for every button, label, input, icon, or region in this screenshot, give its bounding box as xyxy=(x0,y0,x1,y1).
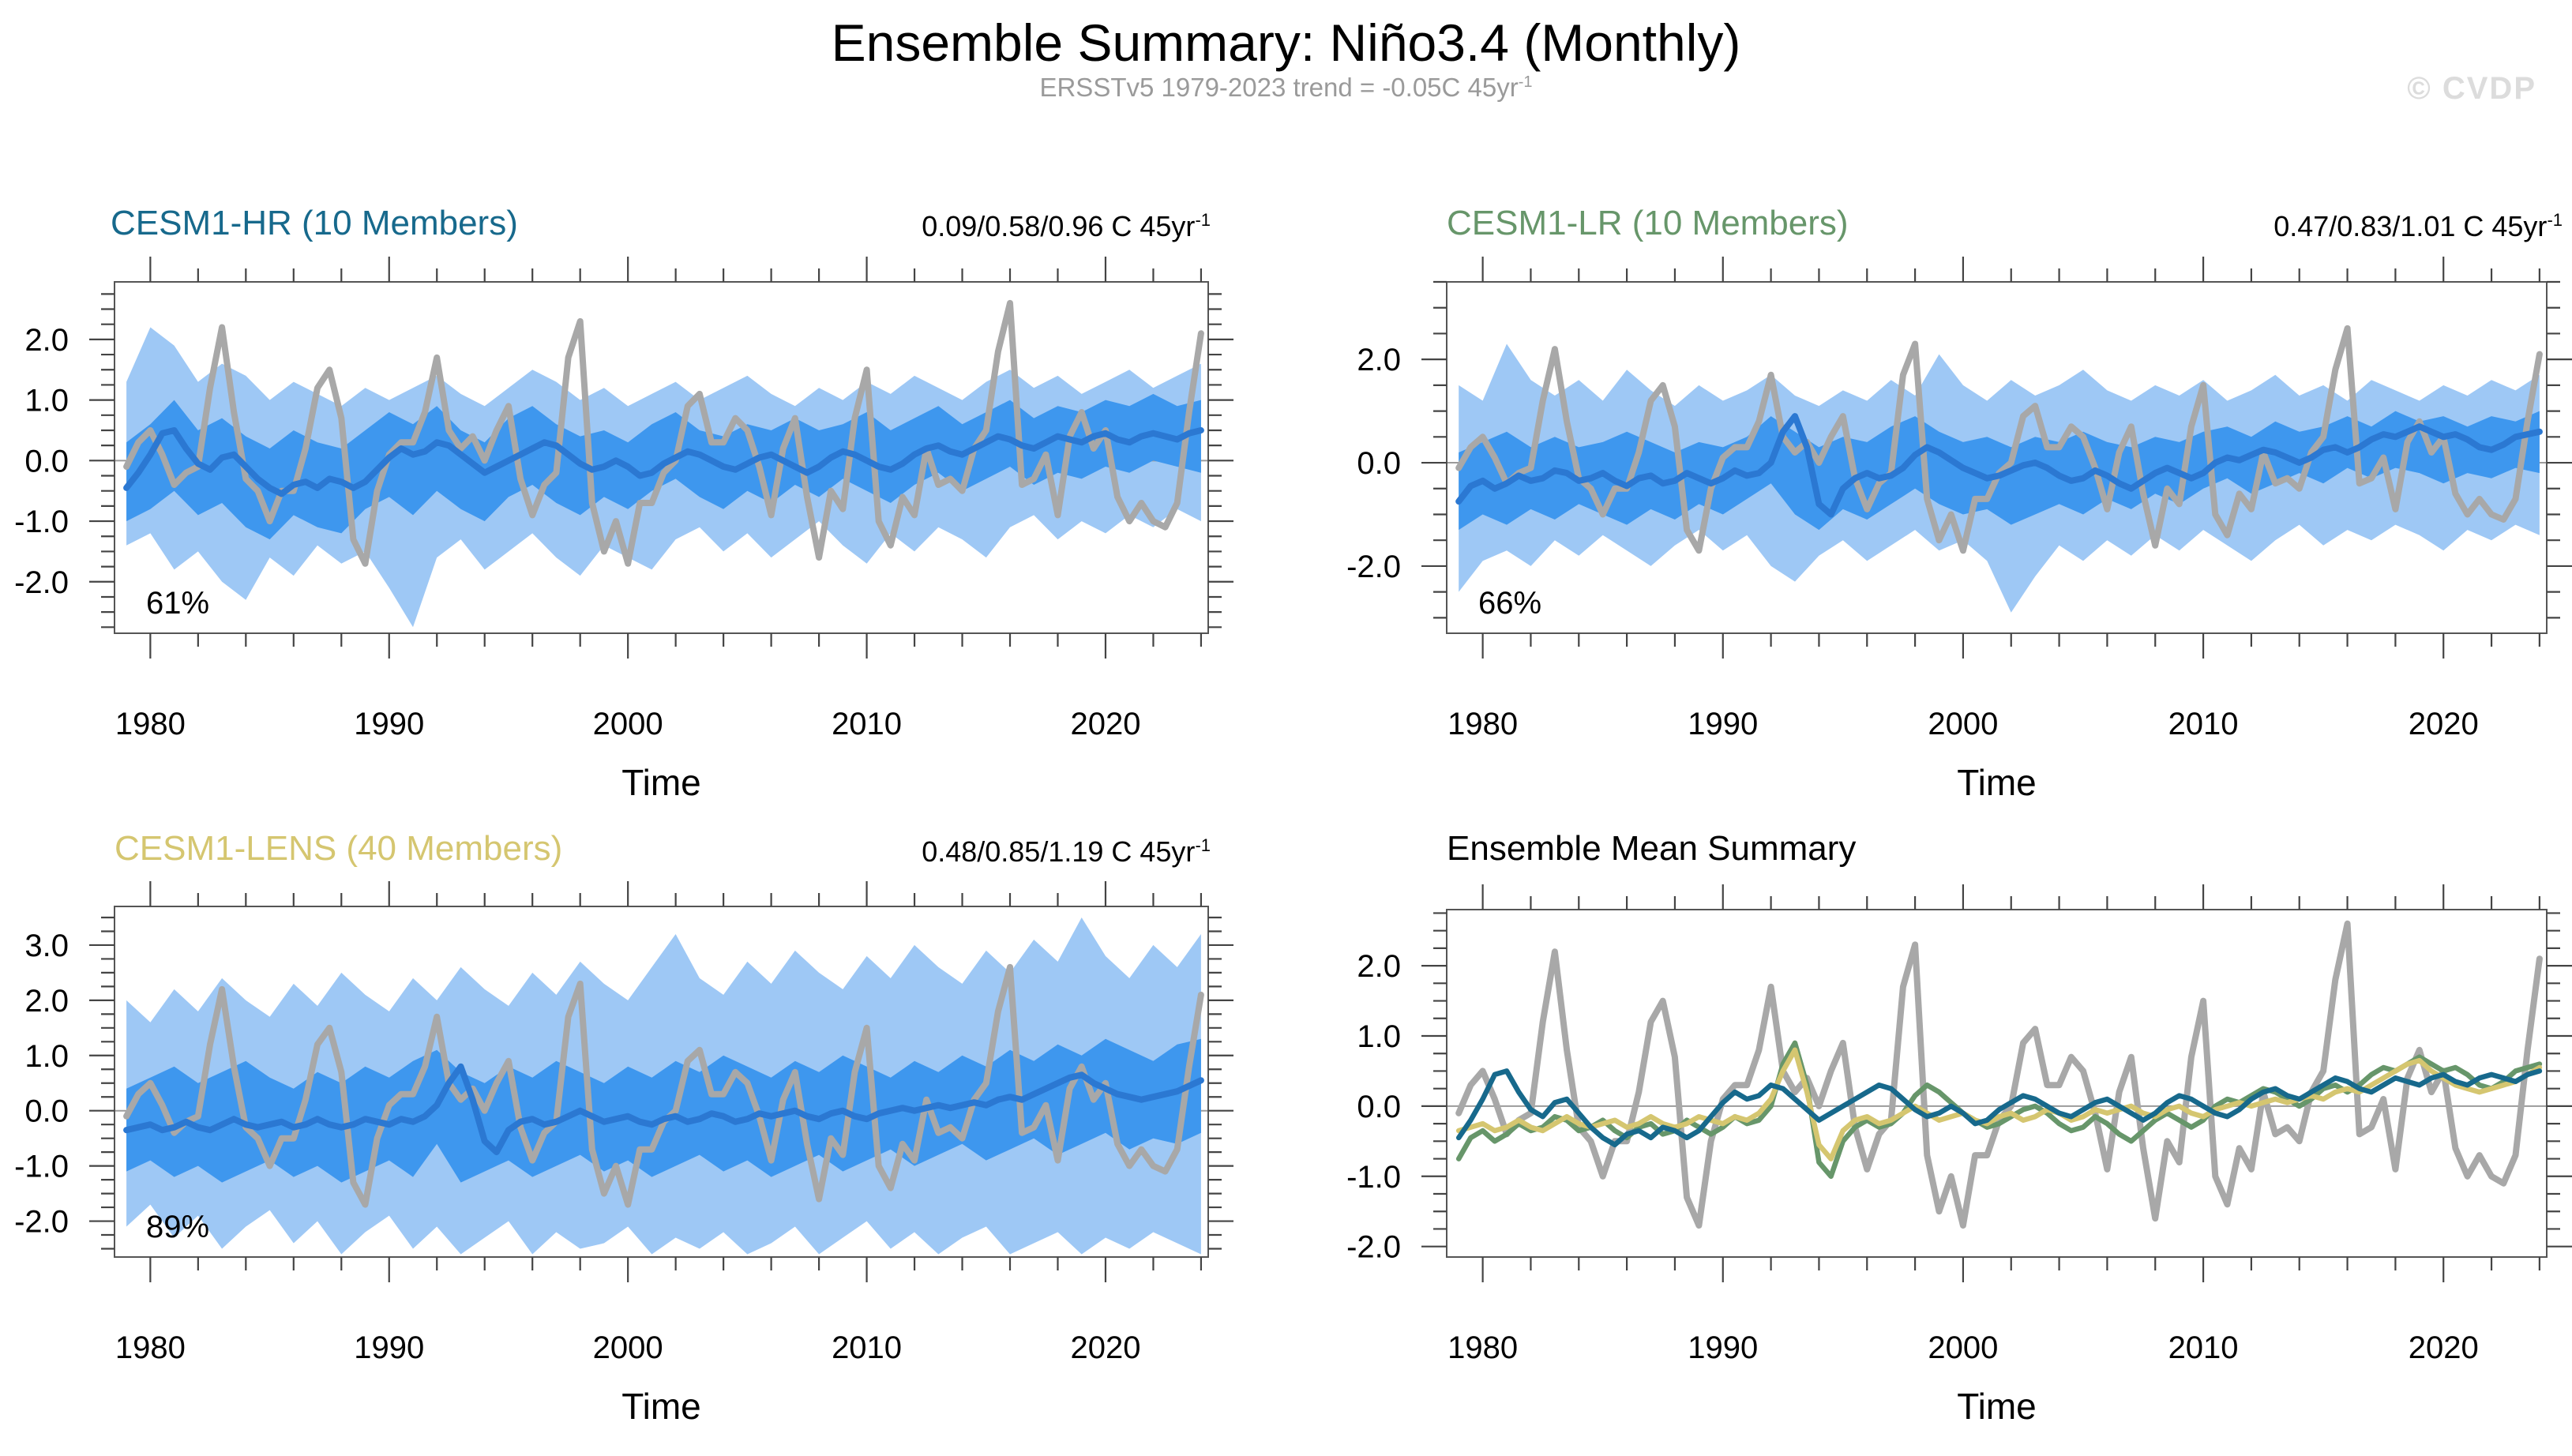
x-tick-label: 2010 xyxy=(832,707,902,741)
chart-cesm1-hr: -2.0 -1.0 0.0 1.0 2.0 1980 1990 2000 2010 2020 Tim… xyxy=(14,257,1233,803)
trend-label-cesm1-hr: 0.09/0.58/0.96 C 45yr-1 xyxy=(922,210,1211,243)
subtitle-text: ERSSTv5 1979-2023 trend = -0.05C 45yr xyxy=(1039,73,1519,102)
panel-title-ensemble-mean-summary: Ensemble Mean Summary xyxy=(1447,829,1857,868)
x-tick-label: 1980 xyxy=(115,1330,186,1365)
agreement-percent-label: 89% xyxy=(146,1210,209,1244)
y-tick-label: 0.0 xyxy=(1357,1090,1401,1124)
y-tick-label: 2.0 xyxy=(1357,949,1401,984)
y-tick-label: 2.0 xyxy=(24,323,69,358)
x-tick-label: 1990 xyxy=(354,1330,424,1365)
y-tick-label: 0.0 xyxy=(1357,446,1401,481)
y-tick-label: -1.0 xyxy=(14,1150,69,1184)
plot-frame xyxy=(114,906,1209,1258)
trend-label-cesm1-lens: 0.48/0.85/1.19 C 45yr-1 xyxy=(922,835,1211,869)
x-axis-title: Time xyxy=(1957,1386,2037,1427)
x-tick-label: 1980 xyxy=(1447,1330,1518,1365)
hr-ensemble-mean-line xyxy=(1455,1068,2543,1148)
subtitle-superscript: -1 xyxy=(1518,73,1533,91)
chart-ensemble-mean-summary: -2.0 -1.0 0.0 1.0 2.0 1980 1990 2000 2010 2020 Tim… xyxy=(1346,884,2572,1427)
x-tick-label: 2010 xyxy=(2168,1330,2239,1365)
trend-superscript: -1 xyxy=(1195,835,1211,855)
y-tick-label: 0.0 xyxy=(24,444,69,478)
panel-title-cesm1-hr: CESM1-HR (10 Members) xyxy=(111,204,518,242)
x-tick-label: 1990 xyxy=(1688,707,1758,741)
plot-frame xyxy=(114,281,1209,634)
x-tick-label: 2010 xyxy=(2168,707,2239,741)
x-tick-label: 1980 xyxy=(115,707,186,741)
trend-label-cesm1-lr: 0.47/0.83/1.01 C 45yr-1 xyxy=(2273,210,2563,243)
x-tick-label: 2020 xyxy=(1070,707,1140,741)
y-tick-label: 3.0 xyxy=(24,929,69,963)
y-tick-label: 2.0 xyxy=(24,984,69,1019)
hr-ensemble-mean-line xyxy=(123,427,1204,497)
x-tick-label: 2020 xyxy=(2409,1330,2479,1365)
plot-frame xyxy=(1446,281,2548,634)
trend-superscript: -1 xyxy=(1195,210,1211,230)
y-tick-label: 0.0 xyxy=(24,1094,69,1129)
y-tick-label: -1.0 xyxy=(1346,1160,1401,1195)
page-subtitle: ERSSTv5 1979-2023 trend = -0.05C 45yr-1 xyxy=(0,73,2572,103)
observation-line xyxy=(1455,920,2543,1229)
y-tick-label: -2.0 xyxy=(1346,550,1401,584)
y-tick-label: -2.0 xyxy=(14,565,69,600)
lens-ensemble-mean-line xyxy=(123,1063,1204,1156)
lr-ensemble-mean-line xyxy=(1455,1040,2543,1180)
y-tick-label: -1.0 xyxy=(14,505,69,539)
ensemble-interquartile-band xyxy=(126,1038,1201,1183)
y-tick-label: 1.0 xyxy=(24,384,69,418)
x-tick-label: 2020 xyxy=(2409,707,2479,741)
y-tick-label: 2.0 xyxy=(1357,343,1401,377)
cvdp-watermark: © CVDP xyxy=(2407,71,2536,106)
x-axis-title: Time xyxy=(621,1386,701,1427)
trend-text: 0.09/0.58/0.96 C 45yr xyxy=(922,210,1196,242)
axis-ticks xyxy=(1421,257,2572,659)
panel-title-cesm1-lr: CESM1-LR (10 Members) xyxy=(1447,204,1849,242)
x-tick-label: 1990 xyxy=(1688,1330,1758,1365)
chart-cesm1-lens: -2.0 -1.0 0.0 1.0 2.0 3.0 1980 1990 2000 2010 2020… xyxy=(14,881,1233,1427)
x-axis-title: Time xyxy=(1957,762,2037,803)
y-tick-label: -2.0 xyxy=(14,1205,69,1240)
axis-ticks xyxy=(89,257,1233,659)
y-tick-label: 1.0 xyxy=(24,1039,69,1074)
plot-frame xyxy=(1446,909,2548,1258)
y-tick-label: -2.0 xyxy=(1346,1230,1401,1265)
x-tick-label: 2000 xyxy=(593,1330,663,1365)
x-axis-title: Time xyxy=(621,762,701,803)
page-title: Ensemble Summary: Niño3.4 (Monthly) xyxy=(831,13,1741,72)
axis-ticks xyxy=(89,881,1233,1282)
lr-ensemble-mean-line xyxy=(1455,413,2543,518)
chart-cesm1-lr: -2.0 0.0 2.0 1980 1990 2000 2010 2020 Time 66% xyxy=(1346,257,2572,803)
x-tick-label: 2000 xyxy=(1928,1330,1998,1365)
trend-text: 0.47/0.83/1.01 C 45yr xyxy=(2273,210,2548,242)
observation-line xyxy=(123,299,1204,567)
x-tick-label: 2020 xyxy=(1070,1330,1140,1365)
x-tick-label: 1980 xyxy=(1447,707,1518,741)
panel-title-cesm1-lens: CESM1-LENS (40 Members) xyxy=(115,829,563,868)
y-tick-label: 1.0 xyxy=(1357,1019,1401,1054)
x-tick-label: 2000 xyxy=(593,707,663,741)
x-tick-label: 1990 xyxy=(354,707,424,741)
axis-ticks xyxy=(1421,884,2572,1282)
x-tick-label: 2010 xyxy=(832,1330,902,1365)
agreement-percent-label: 66% xyxy=(1478,586,1541,621)
lens-ensemble-mean-line xyxy=(1455,1047,2543,1161)
agreement-percent-label: 61% xyxy=(146,586,209,621)
trend-text: 0.48/0.85/1.19 C 45yr xyxy=(922,835,1196,868)
x-tick-label: 2000 xyxy=(1928,707,1998,741)
trend-superscript: -1 xyxy=(2547,210,2563,230)
